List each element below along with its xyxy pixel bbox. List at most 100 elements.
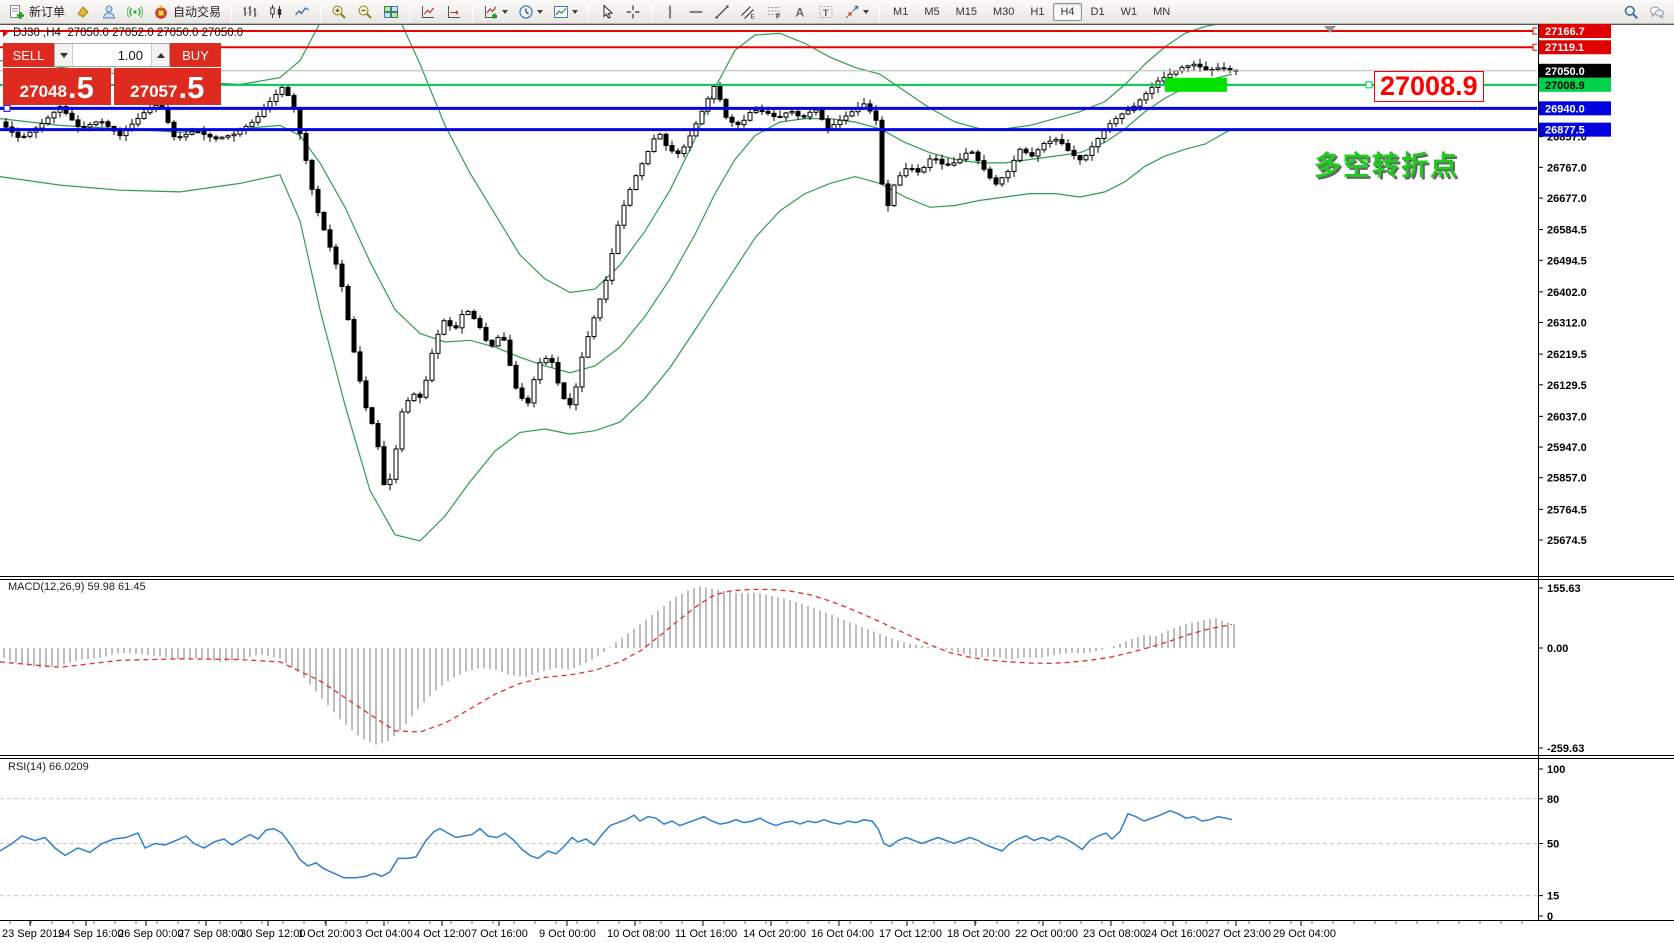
- text-button[interactable]: A: [788, 2, 812, 22]
- profile-button[interactable]: [97, 2, 121, 22]
- candle-body: [609, 253, 615, 281]
- candle-body: [669, 145, 675, 152]
- candlestick-chart-button[interactable]: [264, 2, 288, 22]
- crosshair-button[interactable]: [621, 2, 645, 22]
- chevron-down-icon[interactable]: [863, 9, 870, 14]
- chat-button[interactable]: [1645, 2, 1669, 22]
- candle-body: [1071, 149, 1077, 157]
- indicators-button[interactable]: [479, 2, 512, 22]
- timeframe-d1-button[interactable]: D1: [1090, 5, 1105, 18]
- bollinger-middle-band[interactable]: [0, 73, 1233, 374]
- candle-body: [1023, 148, 1029, 154]
- bollinger-lower-band[interactable]: [0, 128, 1233, 542]
- candle-body: [885, 183, 891, 207]
- zoom-out-button[interactable]: [353, 2, 377, 22]
- macd-axis-label: 155.63: [1547, 583, 1581, 595]
- candle-body: [1041, 142, 1047, 151]
- chart-title-row: DJ30 ,H4 27050.0 27052.0 27050.0 27050.0: [3, 27, 243, 39]
- candle-body: [1143, 93, 1149, 101]
- timeframe-h4-button[interactable]: H4: [1053, 2, 1082, 21]
- rsi-line[interactable]: [0, 809, 1233, 879]
- price-tick-label: 25857.0: [1547, 473, 1587, 485]
- cursor-button[interactable]: [595, 2, 619, 22]
- line-handle[interactable]: [1365, 81, 1373, 89]
- fibonacci-button[interactable]: F: [762, 2, 786, 22]
- trendline-button[interactable]: [710, 2, 734, 22]
- candle-body: [537, 362, 543, 381]
- periods-button[interactable]: [514, 2, 547, 22]
- candle-body: [579, 356, 585, 388]
- chevron-down-icon[interactable]: [572, 9, 579, 14]
- vertical-line-button[interactable]: [658, 2, 682, 22]
- sell-price-frac: .5: [67, 70, 94, 105]
- time-tick-label: 18 Oct 20:00: [947, 928, 1010, 940]
- candle-body: [1119, 113, 1125, 120]
- line-handle[interactable]: [1532, 43, 1539, 51]
- macd-signal-line[interactable]: [0, 588, 1233, 733]
- candle-body: [417, 393, 423, 398]
- timeframe-mn-button[interactable]: MN: [1153, 5, 1171, 18]
- volume-decrease-button[interactable]: [55, 44, 73, 66]
- chart-area[interactable]: 26857.0 26767.0 26677.0 26584.5 26494.5 26402…: [0, 24, 1674, 943]
- price-callout-label[interactable]: 27008.9: [1374, 71, 1484, 102]
- search-button[interactable]: [1619, 2, 1643, 22]
- cursor-icon: [603, 3, 614, 19]
- candle-body: [801, 115, 807, 118]
- candle-body: [717, 85, 723, 100]
- arrange-cascade-button[interactable]: [442, 2, 466, 22]
- arrange-charts-button[interactable]: [416, 2, 440, 22]
- chevron-down-icon[interactable]: [537, 9, 544, 14]
- zoom-in-button[interactable]: [327, 2, 351, 22]
- candle-body: [201, 131, 207, 135]
- volume-increase-button[interactable]: [151, 44, 169, 66]
- bar-chart-button[interactable]: [238, 2, 262, 22]
- time-tick-label: 14 Oct 20:00: [743, 928, 806, 940]
- price-tick-label: 26767.0: [1547, 162, 1587, 174]
- shapes-button[interactable]: [840, 2, 873, 22]
- eraser-button[interactable]: [71, 2, 95, 22]
- line-handle[interactable]: [1532, 27, 1539, 35]
- line-handle[interactable]: [3, 104, 11, 112]
- caret-up-icon: [156, 52, 165, 58]
- rsi-pane: [0, 798, 1537, 897]
- time-tick-label: 7 Oct 16:00: [471, 928, 528, 940]
- timeframe-w1-button[interactable]: W1: [1120, 5, 1138, 18]
- bollinger-upper-band[interactable]: [0, 24, 1232, 294]
- sell-price-button[interactable]: 27048.5: [3, 68, 111, 105]
- price-tick-label: 26402.0: [1547, 287, 1587, 299]
- tile-windows-button[interactable]: [379, 2, 403, 22]
- chart-shift-marker-icon[interactable]: [1324, 26, 1336, 33]
- svg-text:A: A: [796, 5, 805, 19]
- price-axis[interactable]: 26857.026767.026677.026584.526494.526402…: [1538, 24, 1611, 923]
- candle-body: [249, 121, 255, 127]
- timeframe-m30-button[interactable]: M30: [993, 5, 1015, 18]
- candle-body: [543, 357, 549, 364]
- new-order-button[interactable]: 新订单: [5, 2, 69, 22]
- buy-button[interactable]: BUY: [170, 43, 221, 67]
- candle-body: [447, 320, 453, 327]
- signal-highlight-zone[interactable]: [1165, 77, 1227, 92]
- chart-canvas[interactable]: 26857.026767.026677.026584.526494.526402…: [0, 24, 1674, 943]
- timeframe-m5-button[interactable]: M5: [924, 5, 940, 18]
- volume-stepper: [54, 43, 170, 67]
- buy-price-button[interactable]: 27057.5: [113, 68, 221, 105]
- chevron-down-icon[interactable]: [502, 9, 509, 14]
- templates-button[interactable]: [549, 2, 582, 22]
- timeframe-h1-button[interactable]: H1: [1030, 5, 1045, 18]
- signal-button[interactable]: [123, 2, 147, 22]
- volume-input[interactable]: [73, 44, 151, 66]
- text-label-button[interactable]: T: [814, 2, 838, 22]
- candle-body: [621, 204, 627, 226]
- timeframe-switcher: M1 M5 M15 M30 H1 H4 D1 W1 MN: [885, 0, 1178, 24]
- sell-button[interactable]: SELL: [3, 43, 54, 67]
- auto-trading-button[interactable]: 自动交易: [149, 2, 225, 22]
- timeframe-m15-button[interactable]: M15: [955, 5, 977, 18]
- rsi-axis-label: 0: [1547, 911, 1553, 923]
- search-icon: [1624, 5, 1639, 19]
- line-chart-button[interactable]: [290, 2, 314, 22]
- timeframe-m1-button[interactable]: M1: [893, 5, 909, 18]
- equidistant-channel-button[interactable]: E: [736, 2, 760, 22]
- horizontal-line-button[interactable]: [684, 2, 708, 22]
- candle-body: [363, 380, 369, 409]
